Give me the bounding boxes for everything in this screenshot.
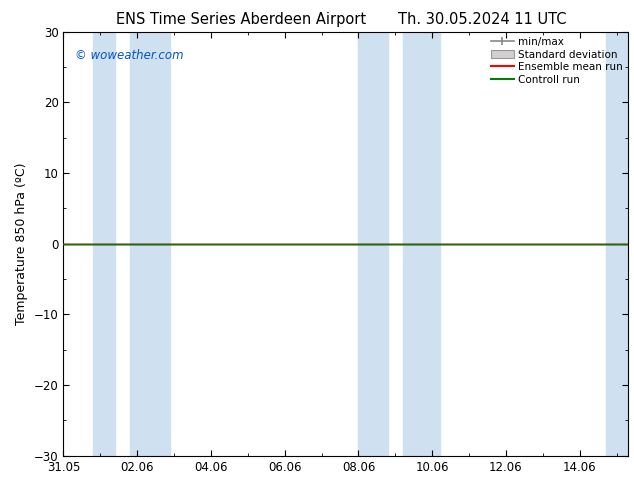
Text: ENS Time Series Aberdeen Airport: ENS Time Series Aberdeen Airport xyxy=(116,12,366,27)
Bar xyxy=(605,32,628,456)
Bar xyxy=(403,32,439,456)
Text: © woweather.com: © woweather.com xyxy=(75,49,183,62)
Legend: min/max, Standard deviation, Ensemble mean run, Controll run: min/max, Standard deviation, Ensemble me… xyxy=(488,34,626,88)
Y-axis label: Temperature 850 hPa (ºC): Temperature 850 hPa (ºC) xyxy=(15,163,29,325)
Bar xyxy=(130,32,171,456)
Text: Th. 30.05.2024 11 UTC: Th. 30.05.2024 11 UTC xyxy=(398,12,566,27)
Bar xyxy=(358,32,388,456)
Bar xyxy=(93,32,115,456)
